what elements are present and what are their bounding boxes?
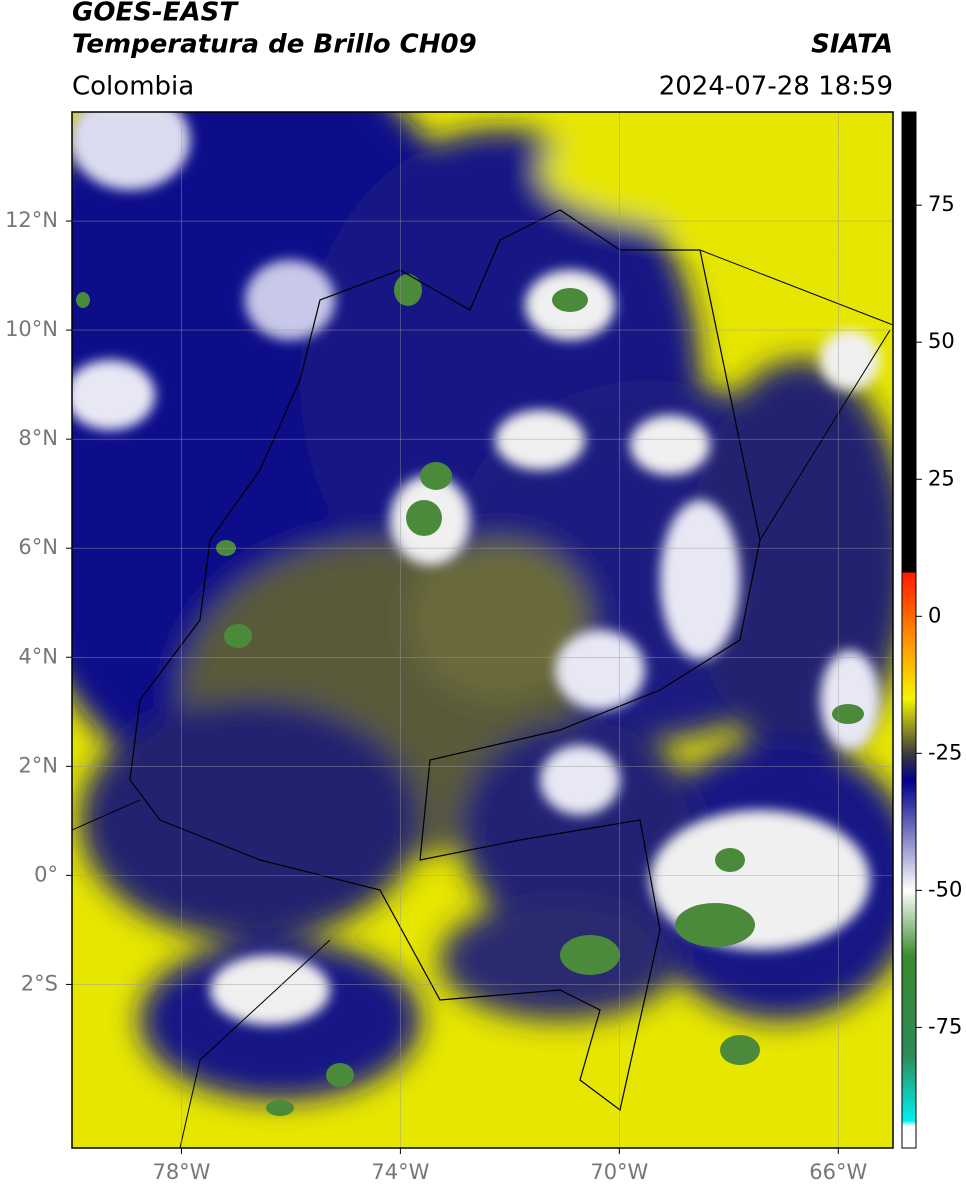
y-tick-label: 10°N (5, 317, 58, 341)
x-tick-label: 70°W (590, 1160, 648, 1184)
x-tick-label: 78°W (152, 1160, 210, 1184)
y-tick-label: 6°N (18, 535, 58, 559)
colorbar-tick-label: -75 (928, 1014, 962, 1038)
y-tick-label: 4°N (18, 644, 58, 668)
y-tick-label: 2°N (18, 753, 58, 777)
colorbar-tick-label: -50 (928, 877, 962, 901)
colorbar-tick-label: 25 (928, 466, 955, 490)
source: SIATA (811, 30, 893, 60)
y-tick-label: 12°N (5, 208, 58, 232)
colorbar-tick-label: 50 (928, 329, 955, 353)
satellite-image (72, 112, 893, 1148)
x-tick-label: 66°W (809, 1160, 867, 1184)
title: GOES-EAST (72, 0, 239, 28)
subtitle: Temperatura de Brillo CH09 (72, 30, 477, 60)
colorbar (901, 111, 917, 1149)
map-frame (71, 111, 894, 1149)
colorbar-tick-label: 75 (928, 192, 955, 216)
colorbar-tick-label: 0 (928, 603, 941, 627)
region: Colombia (72, 72, 194, 102)
y-tick-label: 2°S (21, 971, 58, 995)
x-tick-label: 74°W (371, 1160, 429, 1184)
colorbar-tick-label: -25 (928, 740, 962, 764)
datetime: 2024-07-28 18:59 (659, 72, 893, 102)
y-tick-label: 8°N (18, 426, 58, 450)
y-tick-label: 0° (34, 862, 58, 886)
